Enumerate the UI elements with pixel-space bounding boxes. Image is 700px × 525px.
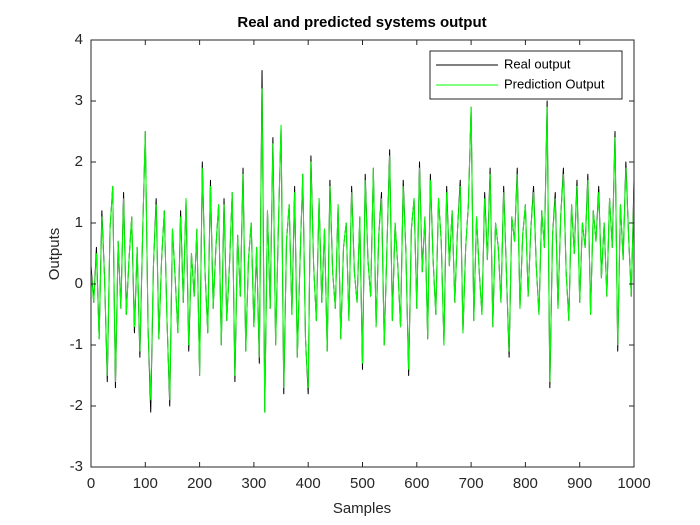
x-tick-label: 700 [459,475,484,492]
legend-label: Real output [504,56,571,71]
y-tick-label: 4 [75,31,83,48]
y-tick-label: 1 [75,214,83,231]
x-tick-label: 800 [513,475,538,492]
legend-box [429,50,623,100]
x-tick-label: 100 [133,475,158,492]
x-axis-label: Samples [333,500,391,517]
x-tick-label: 200 [187,475,212,492]
x-tick-label: 1000 [617,475,650,492]
x-tick-label: 400 [296,475,321,492]
x-tick-label: 500 [350,475,375,492]
y-tick-label: -2 [70,397,83,414]
x-tick-label: 900 [567,475,592,492]
y-tick-label: -1 [70,336,83,353]
x-tick-label: 0 [87,475,95,492]
y-axis-label: Outputs [46,228,63,281]
y-tick-label: 2 [75,153,83,170]
x-tick-label: 600 [404,475,429,492]
y-tick-label: -3 [70,458,83,475]
chart-title: Real and predicted systems output [237,14,486,31]
x-tick-label: 300 [241,475,266,492]
y-tick-label: 3 [75,92,83,109]
legend-label: Prediction Output [504,76,605,91]
y-tick-label: 0 [75,275,83,292]
series-line [90,88,635,413]
